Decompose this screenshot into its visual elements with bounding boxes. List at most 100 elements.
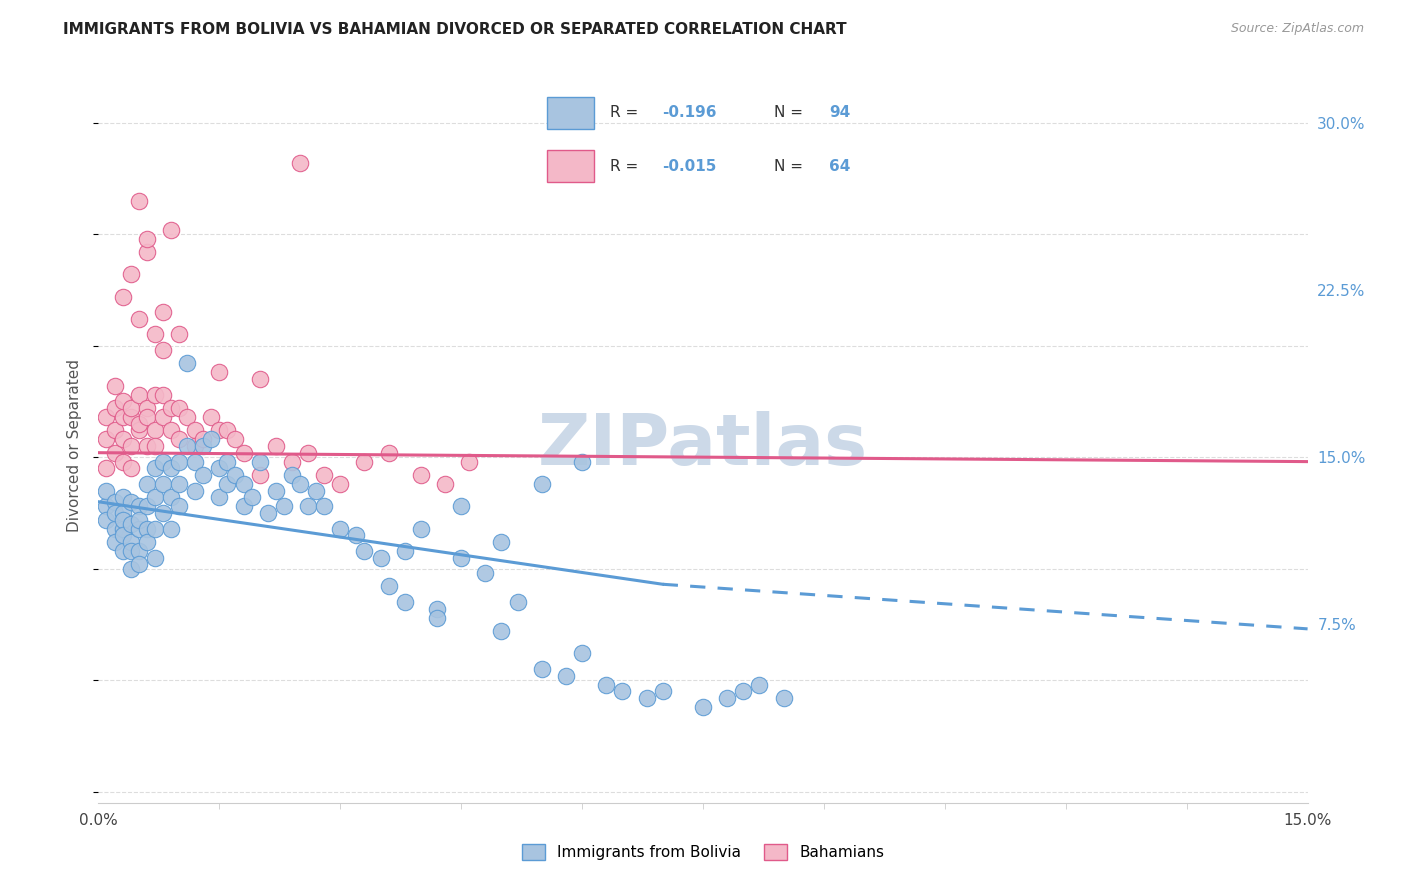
Point bbox=[217, 423, 239, 437]
Point bbox=[555, 669, 578, 683]
Point bbox=[143, 327, 166, 342]
Point bbox=[160, 222, 183, 236]
Point bbox=[103, 446, 125, 460]
Point bbox=[128, 543, 150, 558]
Point bbox=[314, 467, 336, 482]
Point bbox=[394, 543, 416, 558]
Y-axis label: Divorced or Separated: Divorced or Separated bbox=[67, 359, 83, 533]
Point bbox=[143, 490, 166, 504]
Point bbox=[143, 423, 166, 437]
Point bbox=[200, 409, 222, 424]
Point bbox=[96, 512, 118, 526]
Point bbox=[103, 506, 125, 520]
Point bbox=[314, 500, 336, 514]
Point bbox=[111, 543, 134, 558]
FancyBboxPatch shape bbox=[547, 96, 595, 129]
Point bbox=[135, 534, 157, 549]
Point bbox=[176, 409, 198, 424]
Point bbox=[120, 534, 142, 549]
Point bbox=[160, 521, 183, 535]
Point bbox=[377, 580, 399, 594]
Point bbox=[152, 305, 174, 319]
Point bbox=[370, 550, 392, 565]
Point bbox=[256, 506, 278, 520]
Point bbox=[160, 401, 183, 416]
Point bbox=[120, 409, 142, 424]
Point bbox=[120, 543, 142, 558]
Point bbox=[595, 678, 617, 692]
Point bbox=[111, 394, 134, 409]
Point bbox=[128, 500, 150, 514]
Point bbox=[232, 446, 254, 460]
Point bbox=[135, 521, 157, 535]
Point bbox=[249, 454, 271, 469]
Point bbox=[135, 244, 157, 259]
Point bbox=[120, 401, 142, 416]
Point bbox=[135, 409, 157, 424]
Point bbox=[353, 543, 375, 558]
Text: Source: ZipAtlas.com: Source: ZipAtlas.com bbox=[1230, 22, 1364, 36]
Point bbox=[128, 387, 150, 401]
Point bbox=[530, 476, 553, 491]
Point bbox=[160, 490, 183, 504]
Point bbox=[120, 267, 142, 281]
Point bbox=[249, 467, 271, 482]
Point bbox=[96, 409, 118, 424]
Point bbox=[426, 610, 449, 624]
Point bbox=[733, 684, 755, 698]
Point bbox=[111, 490, 134, 504]
Text: -0.015: -0.015 bbox=[662, 159, 717, 174]
Point bbox=[128, 512, 150, 526]
Point bbox=[571, 646, 593, 660]
Point bbox=[143, 461, 166, 475]
Point bbox=[167, 327, 190, 342]
Point bbox=[128, 521, 150, 535]
Text: -0.196: -0.196 bbox=[662, 105, 717, 120]
Point bbox=[506, 595, 529, 609]
Point bbox=[184, 423, 207, 437]
Point bbox=[409, 521, 432, 535]
Text: IMMIGRANTS FROM BOLIVIA VS BAHAMIAN DIVORCED OR SEPARATED CORRELATION CHART: IMMIGRANTS FROM BOLIVIA VS BAHAMIAN DIVO… bbox=[63, 22, 846, 37]
Point bbox=[152, 454, 174, 469]
Point bbox=[530, 662, 553, 676]
Point bbox=[772, 690, 794, 705]
Point bbox=[288, 155, 311, 169]
Point bbox=[103, 521, 125, 535]
Point bbox=[208, 366, 231, 380]
Point bbox=[152, 476, 174, 491]
Legend: Immigrants from Bolivia, Bahamians: Immigrants from Bolivia, Bahamians bbox=[516, 838, 890, 866]
Text: N =: N = bbox=[773, 105, 803, 120]
Point bbox=[135, 476, 157, 491]
Point bbox=[167, 476, 190, 491]
Point bbox=[377, 446, 399, 460]
Point bbox=[167, 454, 190, 469]
Point bbox=[651, 684, 673, 698]
Point bbox=[160, 461, 183, 475]
Point bbox=[111, 506, 134, 520]
Point bbox=[240, 490, 263, 504]
Point bbox=[111, 289, 134, 303]
Point bbox=[103, 423, 125, 437]
Text: ZIPatlas: ZIPatlas bbox=[538, 411, 868, 481]
Text: N =: N = bbox=[773, 159, 803, 174]
Point bbox=[217, 454, 239, 469]
Point bbox=[135, 439, 157, 453]
Point bbox=[103, 378, 125, 392]
Point bbox=[96, 432, 118, 446]
Point bbox=[167, 432, 190, 446]
Point bbox=[152, 506, 174, 520]
Point bbox=[167, 500, 190, 514]
Point bbox=[224, 432, 246, 446]
Point bbox=[111, 432, 134, 446]
Point bbox=[111, 521, 134, 535]
Point bbox=[103, 494, 125, 508]
Point bbox=[120, 562, 142, 576]
Point bbox=[636, 690, 658, 705]
Point bbox=[128, 423, 150, 437]
Point bbox=[571, 454, 593, 469]
Point bbox=[111, 528, 134, 542]
Point bbox=[458, 454, 481, 469]
Point bbox=[426, 601, 449, 615]
Point bbox=[491, 624, 513, 639]
Point bbox=[160, 423, 183, 437]
